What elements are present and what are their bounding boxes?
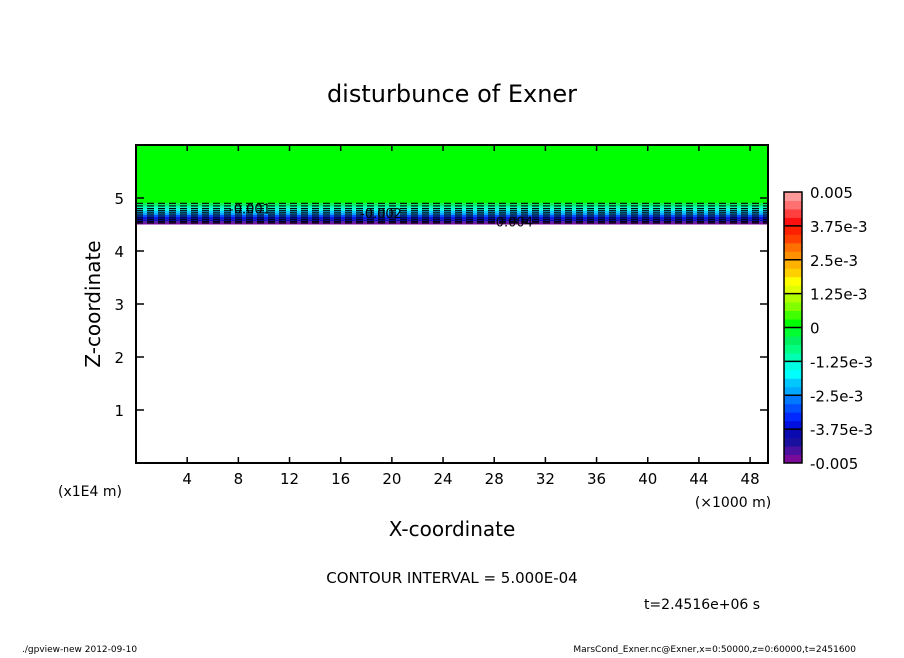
colorbar-swatch: [784, 454, 802, 464]
time-label: t=2.4516e+06 s: [644, 597, 760, 613]
colorbar-swatch: [784, 361, 802, 371]
colorbar-swatch: [784, 225, 802, 235]
x-tick-label: 44: [689, 470, 708, 488]
colorbar-swatch: [784, 276, 802, 286]
colorbar-label: 2.5e-3: [810, 252, 858, 270]
x-unit-label: (×1000 m): [695, 495, 771, 511]
field-band-9: [136, 221, 768, 223]
colorbar-label: 1.25e-3: [810, 286, 868, 304]
colorbar-swatch: [784, 302, 802, 312]
colorbar-swatch: [784, 429, 802, 439]
x-tick-label: 24: [433, 470, 452, 488]
colorbar-swatch: [784, 403, 802, 413]
x-tick-label: 48: [741, 470, 760, 488]
colorbar-swatch: [784, 285, 802, 295]
contour-label: -0.002: [360, 207, 402, 222]
x-tick-label: 8: [234, 470, 244, 488]
chart-title: disturbunce of Exner: [327, 80, 577, 108]
colorbar-swatch: [784, 335, 802, 345]
x-tick-label: 40: [638, 470, 657, 488]
colorbar-swatch: [784, 344, 802, 354]
colorbar-swatch: [784, 208, 802, 218]
footer-right: MarsCond_Exner.nc@Exner,x=0:50000,z=0:60…: [573, 645, 856, 654]
colorbar-swatch: [784, 251, 802, 261]
footer-left: ./gpview-new 2012-09-10: [22, 645, 137, 654]
colorbar-swatch: [784, 293, 802, 303]
field-band-1: [136, 203, 768, 206]
colorbar-swatch: [784, 412, 802, 422]
colorbar-frame: [783, 191, 803, 464]
contour-label: -0.001: [229, 203, 271, 218]
x-axis-label: X-coordinate: [389, 517, 516, 541]
colorbar-label: -3.75e-3: [810, 421, 873, 439]
y-tick-label: 2: [114, 349, 124, 367]
x-tick-label: 36: [587, 470, 606, 488]
field-band-10: [136, 222, 768, 225]
x-tick-label: 4: [182, 470, 192, 488]
colorbar-swatch: [784, 200, 802, 210]
colorbar-label: 0: [810, 320, 820, 338]
colorbar-swatch: [784, 268, 802, 278]
y-tick-label: 3: [114, 296, 124, 314]
colorbar-swatch: [784, 378, 802, 388]
field-band-2: [136, 205, 768, 209]
colorbar-swatch: [784, 352, 802, 362]
colorbar-swatch: [784, 217, 802, 227]
colorbar-swatch: [784, 395, 802, 405]
colorbar-swatch: [784, 192, 802, 201]
colorbar-swatch: [784, 420, 802, 430]
colorbar-swatch: [784, 369, 802, 379]
y-tick-label: 1: [114, 402, 124, 420]
field-band-0: [136, 145, 768, 204]
field-band-6: [136, 214, 768, 218]
field-band-4: [136, 210, 768, 213]
colorbar-swatch: [784, 437, 802, 447]
contour-interval-label: CONTOUR INTERVAL = 5.000E-04: [326, 569, 577, 587]
colorbar-label: 0.005: [810, 184, 853, 202]
field-band-7: [136, 217, 768, 220]
field-band-5: [136, 212, 768, 215]
x-tick-label: 16: [331, 470, 350, 488]
colorbar-swatch: [784, 242, 802, 252]
colorbar-label: -1.25e-3: [810, 353, 873, 371]
y-axis-label: Z-coordinate: [81, 240, 105, 367]
colorbar-swatch: [784, 310, 802, 320]
colorbar-label: -0.005: [810, 455, 858, 473]
colorbar-swatch: [784, 446, 802, 456]
colorbar-label: -2.5e-3: [810, 387, 863, 405]
y-tick-label: 4: [114, 243, 124, 261]
x-tick-label: 12: [280, 470, 299, 488]
y-unit-label: (x1E4 m): [58, 484, 122, 500]
colorbar-swatch: [784, 319, 802, 328]
colorbar-swatch: [784, 327, 802, 337]
field-band-8: [136, 219, 768, 222]
colorbar-label: 3.75e-3: [810, 218, 868, 236]
colorbar-swatch: [784, 259, 802, 269]
y-tick-label: 5: [114, 190, 124, 208]
x-tick-label: 32: [536, 470, 555, 488]
x-tick-label: 28: [485, 470, 504, 488]
field-band-3: [136, 208, 768, 211]
colorbar-swatch: [784, 386, 802, 396]
contour-label: -0.004: [491, 215, 533, 230]
x-tick-label: 20: [382, 470, 401, 488]
colorbar-swatch: [784, 234, 802, 244]
